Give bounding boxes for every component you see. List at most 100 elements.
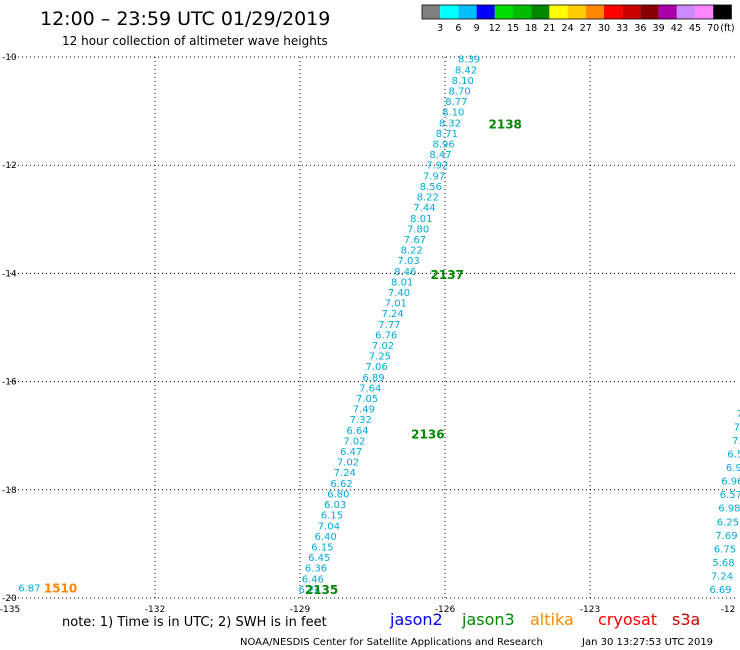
swh-value-label: 6.46: [302, 574, 324, 585]
swh-value-label: 7.44: [413, 203, 435, 214]
colorbar-swatch: [531, 5, 550, 19]
satellite-name: cryosat: [598, 610, 657, 629]
swh-value-label: 7.77: [378, 320, 400, 331]
swh-value-label: 6.75: [714, 544, 736, 555]
swh-value-label: 7.24: [334, 468, 356, 479]
swh-value-label: 6.40: [314, 532, 336, 543]
swh-value-label: 7.92: [426, 161, 448, 172]
colorbar-frame: [421, 4, 732, 20]
y-tick-label: -10: [2, 53, 17, 63]
colorbar-swatch: [422, 5, 441, 19]
satellite-name: s3a: [672, 610, 700, 629]
colorbar-label: 39: [653, 23, 665, 34]
colorbar-swatch: [513, 5, 532, 19]
swh-value-label: 7.05: [356, 394, 378, 405]
colorbar-label: 18: [525, 23, 537, 34]
swh-value-label: 6.98: [718, 504, 740, 515]
swh-value-label: 8.22: [401, 246, 423, 257]
swh-value-label: 7.24: [381, 309, 403, 320]
swh-value-label: 7.: [732, 436, 740, 447]
footer: note: 1) Time is in UTC; 2) SWH is in fe…: [62, 610, 713, 648]
swh-value-label: 7.32: [350, 415, 372, 426]
colorbar-label: 70: [707, 23, 719, 34]
swh-value-label: 8.47: [429, 150, 451, 161]
swh-value-label: 6.03: [324, 500, 346, 511]
swh-value-label: 6.87: [18, 583, 40, 594]
x-tick-label: -126: [435, 605, 456, 615]
swh-value-label: 6.69: [709, 585, 731, 596]
colorbar-label: 42: [671, 23, 683, 34]
colorbar-label: 30: [598, 23, 610, 34]
swh-value-label: 6.5: [727, 450, 740, 461]
colorbar-swatch: [585, 5, 604, 19]
y-tick-label: -16: [2, 378, 17, 388]
swh-value-label: 7.69: [715, 531, 737, 542]
swh-value-label: 7: [737, 409, 740, 420]
swh-value-label: 7.24: [711, 571, 733, 582]
time-label: 2137: [431, 268, 464, 282]
colorbar-label: 45: [689, 23, 701, 34]
colorbar-label: 15: [507, 23, 519, 34]
colorbar-swatch: [440, 5, 459, 19]
x-tick-label: -123: [580, 605, 600, 615]
swh-value-label: 7.03: [397, 256, 419, 267]
y-tick-label: -12: [2, 161, 17, 171]
colorbar-swatch: [658, 5, 677, 19]
swh-value-label: 6.57: [720, 490, 740, 501]
satellite-name: jason2: [389, 610, 443, 629]
colorbar-swatch: [676, 5, 695, 19]
swh-value-label: 8.77: [445, 97, 467, 108]
swh-value-label: 6.24: [299, 585, 321, 596]
swh-value-label: 8.01: [410, 214, 432, 225]
swh-value-label: 5.68: [712, 558, 734, 569]
swh-value-label: 8.10: [452, 76, 474, 87]
swh-value-label: 6.15: [311, 542, 333, 553]
colorbar-label: 12: [489, 23, 501, 34]
footer-credit: NOAA/NESDIS Center for Satellite Applica…: [240, 637, 543, 648]
time-label: 2135: [305, 583, 338, 597]
y-tick-label: -14: [2, 269, 17, 279]
swh-value-label: 7.97: [423, 171, 445, 182]
satellite-name: jason3: [461, 610, 515, 629]
colorbar-legend: 3 6 9 12 15 18 21 24 27 30 33 36 39 42 45 70 (ft): [421, 4, 735, 34]
colorbar-label: 9: [474, 23, 480, 34]
swh-value-label: 6.64: [346, 426, 368, 437]
swh-value-label: 7.02: [372, 341, 394, 352]
colorbar-swatch: [549, 5, 568, 19]
swh-value-label: 7.01: [385, 299, 407, 310]
colorbar-label: 24: [562, 23, 574, 34]
y-tick-label: -20: [2, 594, 17, 604]
swh-value-label: 6.89: [362, 373, 384, 384]
colorbar-swatch: [604, 5, 623, 19]
swh-value-label: 8.96: [433, 140, 455, 151]
colorbar-label: 33: [616, 23, 628, 34]
swh-value-label: 8.22: [417, 193, 439, 204]
swh-value-label: 8.71: [436, 129, 458, 140]
swh-value-label: 7.: [734, 423, 740, 434]
swh-value-label: 8.39: [458, 55, 480, 66]
swh-value-label: 7.06: [366, 362, 388, 373]
grid-lines: -135 -132 -129 -126 -123 -12 -10 -12 -14 -16 -18 -2…: [0, 53, 735, 615]
swh-value-label: 6.25: [717, 517, 739, 528]
time-label: 2138: [489, 118, 522, 132]
colorbar-label: 6: [455, 23, 461, 34]
swh-value-label: 6.9: [726, 463, 740, 474]
colorbar-swatch: [713, 5, 732, 19]
colorbar-swatch: [476, 5, 495, 19]
x-tick-label: -129: [290, 605, 311, 615]
colorbar-swatch: [567, 5, 586, 19]
swh-value-label: 8.70: [448, 87, 470, 98]
colorbar-unit: (ft): [720, 23, 734, 34]
colorbar-label: 3: [437, 23, 443, 34]
chart-title: 12:00 – 23:59 UTC 01/29/2019: [40, 8, 330, 30]
swh-value-label: 7.49: [353, 405, 375, 416]
x-tick-label: -135: [0, 605, 20, 615]
chart-subtitle: 12 hour collection of altimeter wave hei…: [62, 34, 328, 48]
swh-value-label: 8.01: [391, 277, 413, 288]
swh-value-label: 7.02: [337, 458, 359, 469]
swh-value-label: 6.45: [308, 553, 330, 564]
colorbar-swatch: [640, 5, 659, 19]
swh-value-label: 6.76: [375, 330, 397, 341]
colorbar-label: 21: [543, 23, 555, 34]
footer-note: note: 1) Time is in UTC; 2) SWH is in fe…: [62, 615, 327, 630]
